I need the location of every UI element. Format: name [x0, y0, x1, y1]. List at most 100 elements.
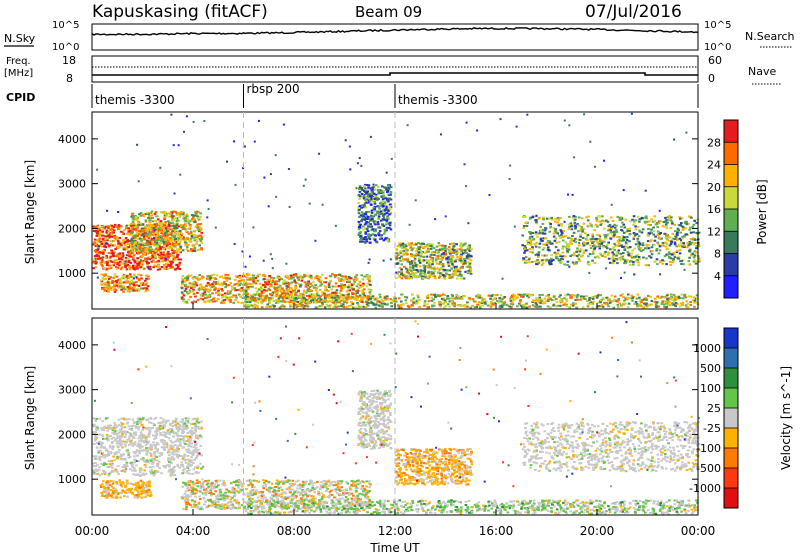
echo-cell — [411, 299, 414, 302]
echo-cell — [632, 219, 636, 222]
echo-cell — [108, 256, 112, 259]
echo-cell — [335, 289, 339, 292]
echo-cell — [115, 255, 118, 258]
echo-cell — [680, 217, 684, 220]
echo-cell — [636, 304, 639, 307]
echo-cell — [676, 227, 680, 230]
echo-cell — [670, 220, 674, 223]
echo-cell — [99, 258, 102, 261]
echo-cell — [400, 300, 403, 303]
echo-cell — [244, 303, 247, 306]
echo-cell — [209, 288, 212, 291]
echo-cell — [377, 206, 381, 209]
echo-cell — [263, 278, 266, 280]
echo-cell — [354, 290, 358, 293]
echo-cell — [546, 305, 550, 308]
echo-cell — [180, 213, 183, 216]
echo-cell — [194, 283, 197, 286]
echo-cell — [248, 278, 252, 281]
echo-cell — [120, 288, 123, 291]
echo-cell — [618, 302, 622, 305]
echo-cell — [592, 300, 595, 303]
echo-cell — [130, 248, 134, 251]
echo-cell — [118, 260, 122, 263]
echo-cell — [394, 299, 397, 302]
echo-cell — [669, 260, 672, 263]
echo-cell — [444, 252, 447, 255]
echo-cell — [404, 245, 408, 248]
echo-cell — [676, 231, 679, 234]
echo-cell — [304, 285, 308, 288]
echo-cell — [112, 252, 115, 255]
echo-cell — [552, 295, 556, 298]
echo-cell — [313, 286, 316, 289]
echo-cell — [449, 248, 452, 251]
echo-cell — [468, 258, 471, 261]
echo-cell — [325, 303, 329, 306]
echo-cell — [299, 302, 302, 305]
echo-cell — [163, 232, 167, 235]
echo-cell — [149, 235, 152, 238]
echo-cell — [607, 257, 611, 260]
echo-cell — [206, 275, 209, 278]
echo-cell — [544, 294, 548, 297]
echo-cell — [566, 251, 569, 254]
echo-cell — [367, 188, 370, 191]
echo-cell — [374, 214, 377, 217]
echo-cell — [342, 294, 345, 297]
echo-cell — [660, 244, 663, 247]
echo-cell — [322, 299, 325, 302]
echo-cell — [133, 286, 136, 289]
echo-cell — [628, 233, 632, 236]
echo-cell — [381, 191, 385, 194]
echo-cell — [657, 243, 660, 246]
echo-cell — [538, 294, 542, 296]
echo-cell — [361, 298, 365, 301]
echo-cell — [274, 288, 277, 290]
echo-cell — [399, 252, 402, 255]
echo-cell — [432, 247, 436, 250]
echo-cell — [634, 234, 637, 237]
echo-cell — [273, 281, 276, 283]
echo-cell — [422, 246, 426, 249]
echo-cell — [237, 288, 241, 291]
echo-cell — [338, 292, 342, 295]
echo-cell — [480, 302, 484, 304]
echo-cell — [362, 237, 365, 239]
echo-cell — [441, 262, 445, 265]
echo-cell — [177, 258, 180, 261]
echo-cell — [100, 225, 104, 228]
echo-cell — [237, 293, 241, 296]
echo-cell — [212, 277, 215, 279]
echo-cell — [106, 282, 110, 285]
echo-cell — [172, 219, 175, 222]
echo-cell — [513, 298, 517, 301]
echo-cell — [612, 306, 615, 309]
echo-cell — [468, 297, 471, 300]
echo-cell — [418, 257, 421, 260]
echo-cell — [658, 233, 662, 236]
echo-cell — [337, 285, 341, 288]
echo-cell — [522, 304, 526, 307]
echo-cell — [342, 285, 345, 288]
echo-cell — [357, 193, 361, 196]
echo-cell — [282, 289, 286, 292]
echo-cell — [531, 260, 534, 263]
echo-cell — [604, 250, 607, 253]
echo-cell — [440, 249, 444, 252]
echo-cell — [474, 300, 477, 303]
echo-cell — [109, 255, 113, 258]
echo-cell — [383, 186, 386, 189]
echo-cell — [153, 264, 156, 267]
echo-cell — [603, 227, 606, 230]
echo-cell — [545, 259, 548, 262]
echo-cell — [554, 255, 558, 258]
echo-cell — [115, 284, 119, 287]
echo-cell — [186, 246, 189, 248]
echo-cell — [247, 277, 251, 280]
echo-cell — [470, 248, 473, 251]
echo-cell — [431, 260, 435, 263]
echo-cell — [427, 300, 431, 303]
echo-cell — [197, 228, 201, 231]
echo-cell — [439, 272, 442, 275]
